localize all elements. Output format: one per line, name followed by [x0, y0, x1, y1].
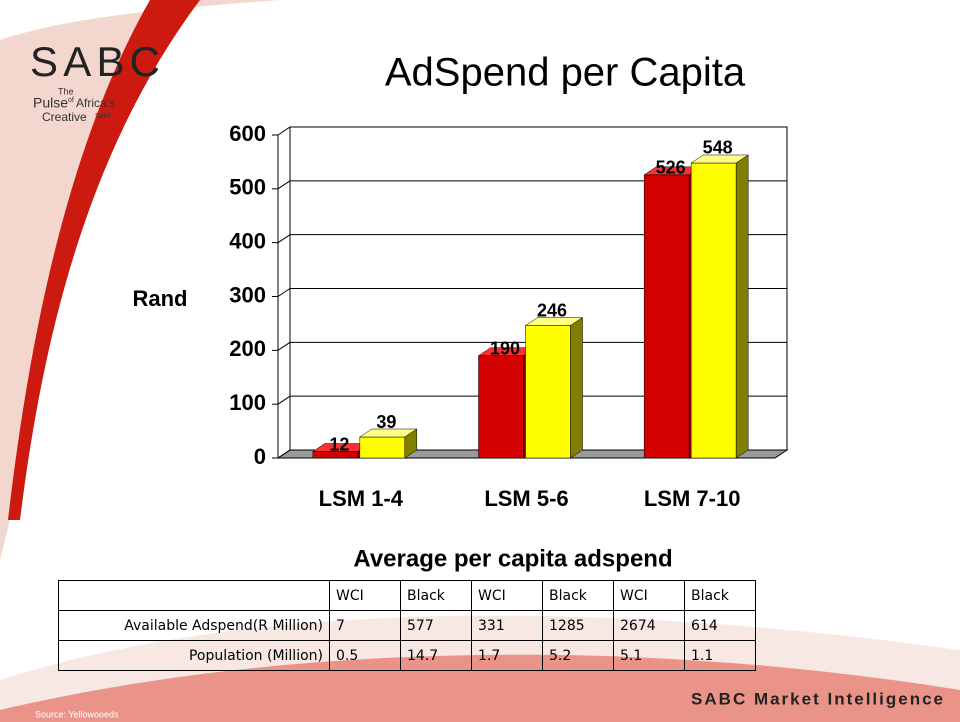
y-tick-label: 500	[229, 175, 266, 200]
bar	[479, 356, 524, 458]
grid-line	[278, 181, 290, 189]
table-cell: Black	[543, 581, 614, 611]
table-cell: WCI	[330, 581, 401, 611]
table-cell: 14.7	[401, 641, 472, 671]
table-cell: 1285	[543, 611, 614, 641]
bar-side	[571, 318, 583, 458]
table-cell: 0.5	[330, 641, 401, 671]
x-tick-label: LSM 1-4	[319, 486, 404, 511]
grid-line	[278, 289, 290, 297]
grid-line	[278, 235, 290, 243]
logo-tagline: of	[68, 97, 74, 104]
value-label: 39	[376, 412, 396, 432]
table-cell	[59, 581, 330, 611]
table-cell: 2674	[614, 611, 685, 641]
table-cell: 5.2	[543, 641, 614, 671]
value-label: 12	[329, 434, 349, 454]
source: Source: Yellowooeds	[35, 709, 119, 719]
grid-line	[278, 342, 290, 350]
x-tick-label: LSM 5-6	[484, 486, 568, 511]
table-cell: 331	[472, 611, 543, 641]
logo-tagline: Spirit	[95, 113, 111, 120]
table-cell: Available Adspend(R Million)	[59, 611, 330, 641]
y-tick-label: 100	[229, 390, 266, 415]
table-title: Average per capita adspend	[353, 545, 672, 572]
table-cell: 1.7	[472, 641, 543, 671]
y-tick-label: 400	[229, 228, 266, 253]
bar	[526, 326, 571, 458]
bar	[644, 175, 689, 458]
value-label: 246	[537, 300, 567, 320]
table-cell: 7	[330, 611, 401, 641]
y-tick-label: 300	[229, 282, 266, 307]
logo-tagline: Africa's	[76, 96, 115, 110]
table-cell: WCI	[472, 581, 543, 611]
value-label: 190	[490, 338, 520, 358]
table-cell: Population (Million)	[59, 641, 330, 671]
x-tick-label: LSM 7-10	[644, 486, 741, 511]
table-cell: 5.1	[614, 641, 685, 671]
logo-tagline: Creative	[42, 110, 87, 124]
logo-tagline: Pulse	[33, 95, 68, 111]
bar	[360, 437, 405, 458]
table-cell: 614	[685, 611, 756, 641]
table-cell: Black	[685, 581, 756, 611]
bar	[691, 163, 736, 458]
slide: SABC The Pulse of Africa's Creative Spir…	[0, 0, 960, 722]
table-cell: Black	[401, 581, 472, 611]
table-cell: 1.1	[685, 641, 756, 671]
bar-side	[736, 155, 748, 458]
value-label: 548	[703, 138, 733, 158]
value-label: 526	[656, 158, 686, 178]
footer: SABC Market Intelligence	[691, 689, 945, 708]
table-cell: WCI	[614, 581, 685, 611]
y-tick-label: 600	[229, 121, 266, 146]
y-tick-label: 0	[254, 444, 266, 469]
y-tick-label: 200	[229, 336, 266, 361]
table-cell: 577	[401, 611, 472, 641]
y-axis-label: Rand	[133, 286, 188, 311]
chart-title: AdSpend per Capita	[385, 51, 746, 95]
grid-line	[278, 127, 290, 135]
grid-line	[278, 396, 290, 404]
